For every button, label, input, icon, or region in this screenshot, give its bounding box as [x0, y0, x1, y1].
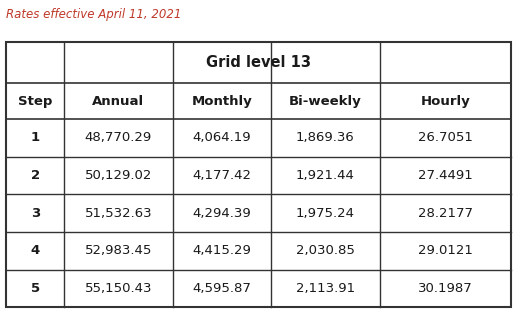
Text: Monthly: Monthly — [191, 95, 252, 108]
Text: 4: 4 — [31, 244, 40, 257]
Text: 4,064.19: 4,064.19 — [193, 131, 251, 144]
Text: Grid level 13: Grid level 13 — [206, 55, 311, 70]
Text: 4,177.42: 4,177.42 — [192, 169, 251, 182]
Text: Rates effective April 11, 2021: Rates effective April 11, 2021 — [6, 8, 181, 21]
Text: 55,150.43: 55,150.43 — [85, 282, 152, 295]
Text: 2,113.91: 2,113.91 — [296, 282, 355, 295]
Text: 1,921.44: 1,921.44 — [296, 169, 355, 182]
Text: 28.2177: 28.2177 — [418, 207, 473, 220]
Text: 50,129.02: 50,129.02 — [85, 169, 152, 182]
Text: 4,294.39: 4,294.39 — [192, 207, 251, 220]
Text: 1,869.36: 1,869.36 — [296, 131, 355, 144]
Text: 2,030.85: 2,030.85 — [296, 244, 355, 257]
Text: 48,770.29: 48,770.29 — [85, 131, 152, 144]
Text: 51,532.63: 51,532.63 — [85, 207, 153, 220]
Text: 1,975.24: 1,975.24 — [296, 207, 355, 220]
Text: Bi-weekly: Bi-weekly — [289, 95, 362, 108]
Text: 3: 3 — [31, 207, 40, 220]
Text: 52,983.45: 52,983.45 — [85, 244, 152, 257]
Text: 27.4491: 27.4491 — [418, 169, 473, 182]
Text: 29.0121: 29.0121 — [418, 244, 473, 257]
Text: 4,415.29: 4,415.29 — [192, 244, 251, 257]
Text: 5: 5 — [31, 282, 40, 295]
Text: 2: 2 — [31, 169, 40, 182]
Text: 4,595.87: 4,595.87 — [192, 282, 251, 295]
Text: 30.1987: 30.1987 — [418, 282, 473, 295]
Text: 26.7051: 26.7051 — [418, 131, 473, 144]
Text: Annual: Annual — [93, 95, 145, 108]
Text: Hourly: Hourly — [420, 95, 470, 108]
Text: 1: 1 — [31, 131, 40, 144]
Text: Step: Step — [18, 95, 52, 108]
